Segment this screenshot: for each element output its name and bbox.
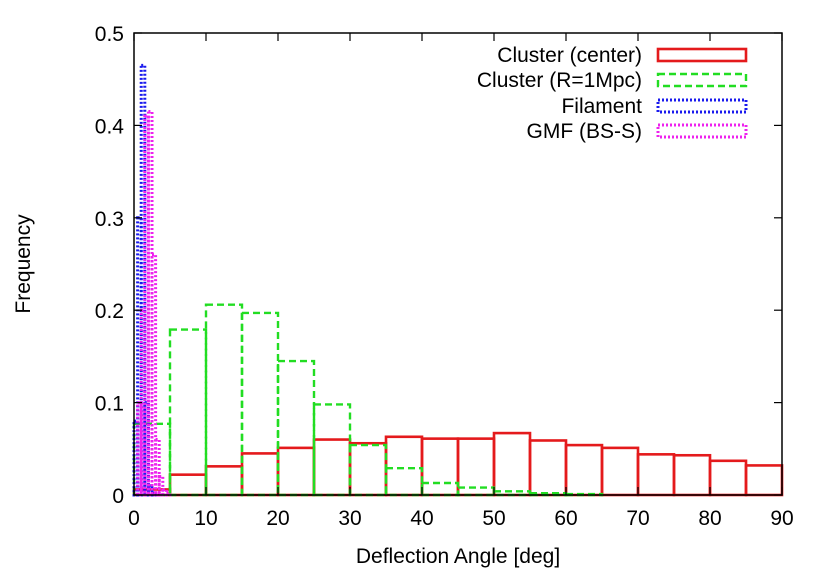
bar-cluster-center-16 bbox=[708, 459, 748, 497]
x-tick-label-80: 80 bbox=[698, 507, 721, 530]
bar-cluster-r-1mpc-4 bbox=[276, 359, 316, 497]
bar-gmf-bs-s-7 bbox=[157, 475, 165, 497]
bar-cluster-center-1 bbox=[168, 473, 208, 497]
bar-filament-2 bbox=[139, 63, 147, 497]
legend-swatch-cluster-center bbox=[656, 47, 748, 63]
legend-swatch-cluster-r-1mpc bbox=[656, 72, 748, 88]
plot-area bbox=[132, 63, 784, 497]
legend-label-cluster-center: Cluster (center) bbox=[497, 44, 642, 67]
bar-cluster-r-1mpc-7 bbox=[384, 467, 424, 497]
legend-label-cluster-1mpc: Cluster (R=1Mpc) bbox=[477, 69, 642, 92]
bar-cluster-r-1mpc-8 bbox=[420, 481, 460, 497]
bar-cluster-r-1mpc-6 bbox=[348, 443, 388, 497]
x-tick-label-50: 50 bbox=[482, 507, 505, 530]
y-tick-label-0.2: 0.2 bbox=[95, 300, 124, 323]
bar-cluster-center-5 bbox=[312, 438, 352, 497]
legend-swatch-filament bbox=[656, 98, 748, 114]
legend-label-filament: Filament bbox=[561, 95, 642, 118]
x-tick-label-60: 60 bbox=[554, 507, 577, 530]
bar-cluster-center-7 bbox=[384, 435, 424, 497]
y-tick-label-0: 0 bbox=[112, 485, 124, 508]
legend: Cluster (center) Cluster (R=1Mpc) Filame… bbox=[477, 44, 748, 143]
bar-gmf-bs-s-5 bbox=[150, 253, 158, 497]
y-tick-label-0.3: 0.3 bbox=[95, 208, 124, 231]
bar-cluster-center-4 bbox=[276, 446, 316, 497]
bar-cluster-center-13 bbox=[600, 446, 640, 497]
y-tick-label-0.4: 0.4 bbox=[95, 115, 125, 138]
bar-cluster-r-1mpc-3 bbox=[240, 311, 280, 497]
bar-cluster-center-3 bbox=[240, 452, 280, 497]
bar-cluster-center-14 bbox=[636, 453, 676, 497]
bar-gmf-bs-s-8 bbox=[161, 487, 168, 497]
x-tick-label-40: 40 bbox=[410, 507, 433, 530]
legend-swatches bbox=[656, 47, 748, 139]
plot-frame bbox=[133, 32, 783, 496]
bar-cluster-center-2 bbox=[204, 465, 244, 497]
x-axis-label: Deflection Angle [deg] bbox=[356, 545, 560, 568]
legend-label-gmf: GMF (BS-S) bbox=[527, 120, 643, 143]
legend-swatch-gmf-bs-s bbox=[656, 123, 748, 139]
tick-labels: 0 10 20 30 40 50 60 70 80 90 0 0.1 0.2 0.3 0.4 0.5 bbox=[95, 23, 794, 530]
bar-gmf-bs-s-9 bbox=[164, 491, 172, 497]
y-tick-label-0.1: 0.1 bbox=[95, 393, 124, 416]
bar-cluster-center-10 bbox=[492, 431, 532, 497]
x-tick-label-90: 90 bbox=[770, 507, 793, 530]
y-tick-label-0.5: 0.5 bbox=[95, 23, 124, 46]
bar-cluster-center-17 bbox=[744, 464, 784, 497]
x-tick-label-20: 20 bbox=[266, 507, 289, 530]
bar-cluster-center-15 bbox=[672, 453, 712, 497]
y-axis-label: Frequency bbox=[12, 214, 35, 314]
x-tick-label-70: 70 bbox=[626, 507, 649, 530]
x-tick-label-10: 10 bbox=[194, 507, 217, 530]
bar-cluster-r-1mpc-5 bbox=[312, 403, 352, 497]
axis-ticks bbox=[133, 32, 783, 496]
x-tick-label-30: 30 bbox=[338, 507, 361, 530]
bar-cluster-center-11 bbox=[528, 439, 568, 497]
bar-cluster-center-8 bbox=[420, 437, 460, 497]
bar-cluster-center-6 bbox=[348, 441, 388, 497]
x-tick-label-0: 0 bbox=[128, 507, 140, 530]
bar-cluster-center-12 bbox=[564, 443, 604, 497]
bar-cluster-r-1mpc-1 bbox=[168, 328, 208, 497]
